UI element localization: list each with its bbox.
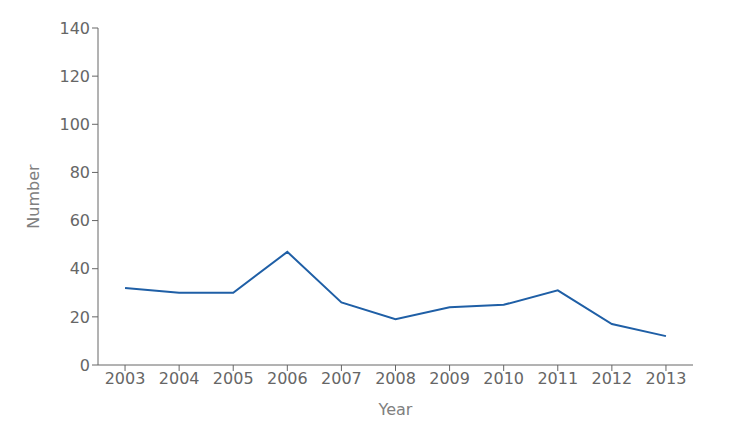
svg-text:140: 140 xyxy=(59,19,90,38)
svg-text:2007: 2007 xyxy=(321,369,362,388)
svg-text:Year: Year xyxy=(378,400,413,419)
svg-text:2011: 2011 xyxy=(537,369,578,388)
svg-text:Number: Number xyxy=(24,164,43,229)
svg-text:2012: 2012 xyxy=(592,369,633,388)
svg-text:0: 0 xyxy=(80,356,90,375)
svg-text:120: 120 xyxy=(59,67,90,86)
svg-text:2006: 2006 xyxy=(267,369,308,388)
svg-text:2013: 2013 xyxy=(646,369,687,388)
svg-text:2008: 2008 xyxy=(375,369,416,388)
svg-text:2009: 2009 xyxy=(429,369,470,388)
svg-text:2005: 2005 xyxy=(213,369,254,388)
svg-text:60: 60 xyxy=(70,211,90,230)
svg-text:80: 80 xyxy=(70,163,90,182)
svg-text:2003: 2003 xyxy=(105,369,146,388)
svg-text:2010: 2010 xyxy=(483,369,524,388)
svg-text:20: 20 xyxy=(70,308,90,327)
svg-text:40: 40 xyxy=(70,259,90,278)
svg-text:100: 100 xyxy=(59,115,90,134)
svg-text:2004: 2004 xyxy=(159,369,200,388)
